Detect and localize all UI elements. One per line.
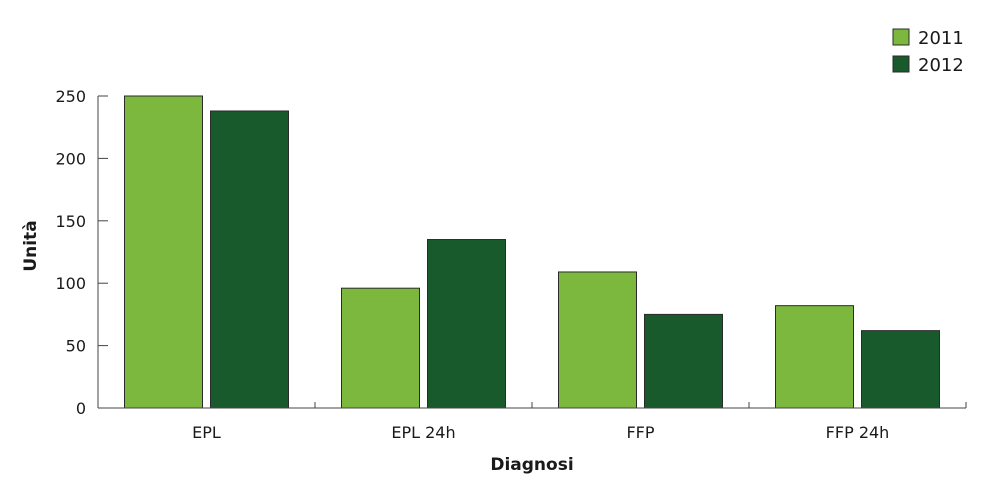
legend-swatch-2012 bbox=[892, 55, 910, 73]
y-tick-label-0: 0 bbox=[76, 399, 86, 418]
bar-epl-2012 bbox=[210, 110, 289, 409]
x-tick-label-epl-24h: EPL 24h bbox=[391, 423, 455, 442]
y-tick-label-50: 50 bbox=[66, 337, 86, 356]
x-axis-title: Diagnosi bbox=[490, 455, 573, 475]
y-tick-label-100: 100 bbox=[55, 274, 86, 293]
x-tick-label-ffp: FFP bbox=[626, 423, 654, 442]
bar-epl-24h-2011 bbox=[341, 287, 420, 409]
legend-label-2012: 2012 bbox=[918, 55, 964, 76]
bar-ffp-2011 bbox=[558, 271, 637, 409]
bar-ffp-24h-2011 bbox=[775, 305, 854, 409]
x-tick-label-epl: EPL bbox=[192, 423, 221, 442]
y-tick-label-250: 250 bbox=[55, 87, 86, 106]
y-tick-label-150: 150 bbox=[55, 212, 86, 231]
bar-ffp-2012 bbox=[644, 313, 723, 409]
y-axis-title: Unità bbox=[21, 220, 41, 271]
bar-ffp-24h-2012 bbox=[861, 330, 940, 409]
legend: 2011 2012 bbox=[892, 28, 964, 76]
bars-layer bbox=[124, 95, 940, 409]
x-tick-label-ffp-24h: FFP 24h bbox=[826, 423, 890, 442]
legend-label-2011: 2011 bbox=[918, 28, 964, 49]
legend-swatch-2011 bbox=[892, 28, 910, 46]
bar-epl-2011 bbox=[124, 95, 203, 409]
y-ticks: 0 50 100 150 200 250 bbox=[55, 87, 108, 418]
y-tick-label-200: 200 bbox=[55, 149, 86, 168]
x-ticks: EPL EPL 24h FFP FFP 24h bbox=[97, 402, 967, 442]
bar-epl-24h-2012 bbox=[427, 239, 506, 409]
